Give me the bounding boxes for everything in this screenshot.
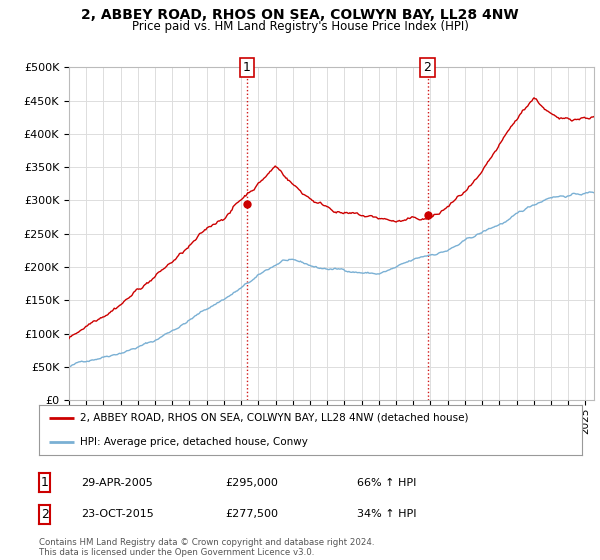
- Text: 23-OCT-2015: 23-OCT-2015: [81, 509, 154, 519]
- Text: 2, ABBEY ROAD, RHOS ON SEA, COLWYN BAY, LL28 4NW: 2, ABBEY ROAD, RHOS ON SEA, COLWYN BAY, …: [81, 8, 519, 22]
- Text: 29-APR-2005: 29-APR-2005: [81, 478, 153, 488]
- Text: £277,500: £277,500: [225, 509, 278, 519]
- Text: 1: 1: [41, 476, 49, 489]
- Text: 2: 2: [41, 507, 49, 521]
- Text: Contains HM Land Registry data © Crown copyright and database right 2024.
This d: Contains HM Land Registry data © Crown c…: [39, 538, 374, 557]
- Text: 2: 2: [424, 60, 431, 74]
- Text: 66% ↑ HPI: 66% ↑ HPI: [357, 478, 416, 488]
- Text: 2, ABBEY ROAD, RHOS ON SEA, COLWYN BAY, LL28 4NW (detached house): 2, ABBEY ROAD, RHOS ON SEA, COLWYN BAY, …: [80, 413, 468, 423]
- Text: Price paid vs. HM Land Registry's House Price Index (HPI): Price paid vs. HM Land Registry's House …: [131, 20, 469, 33]
- Text: HPI: Average price, detached house, Conwy: HPI: Average price, detached house, Conw…: [80, 437, 308, 447]
- Text: £295,000: £295,000: [225, 478, 278, 488]
- Text: 34% ↑ HPI: 34% ↑ HPI: [357, 509, 416, 519]
- Text: 1: 1: [243, 60, 251, 74]
